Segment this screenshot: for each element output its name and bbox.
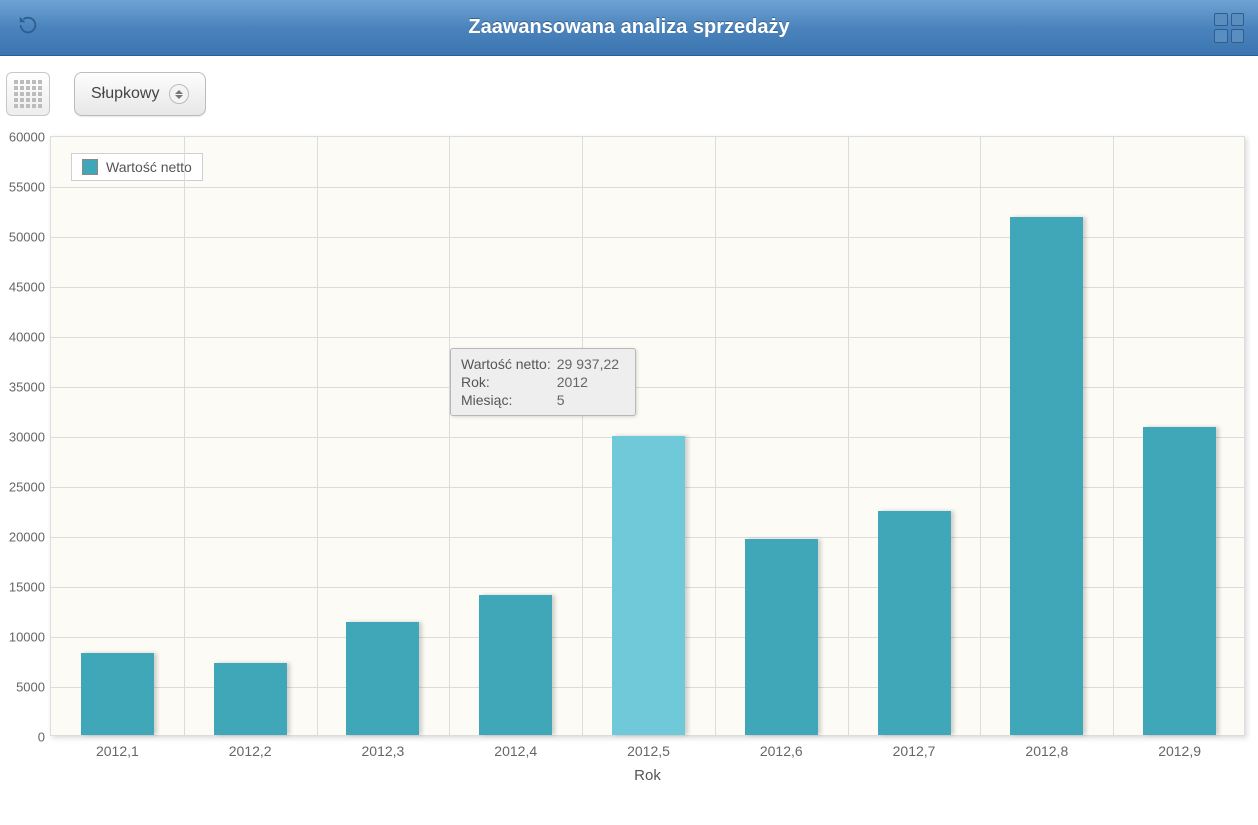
x-tick-label: 2012,3 [362,735,405,759]
y-tick-label: 45000 [9,280,51,295]
refresh-button[interactable] [14,14,42,42]
tooltip: Wartość netto:29 937,22Rok:2012Miesiąc:5 [450,348,636,416]
x-tick-label: 2012,9 [1158,735,1201,759]
bar[interactable] [479,595,552,735]
grid-line [184,137,185,735]
dashboard-tiles-button[interactable] [1214,13,1244,43]
tooltip-label: Miesiąc: [461,391,557,409]
grid-line [980,137,981,735]
tooltip-label: Rok: [461,373,557,391]
tooltip-value: 2012 [557,373,625,391]
bar[interactable] [81,653,154,735]
y-tick-label: 60000 [9,130,51,145]
bar[interactable] [878,511,951,735]
chevron-updown-icon [169,84,189,104]
y-tick-label: 15000 [9,580,51,595]
y-tick-label: 40000 [9,330,51,345]
grid-line [317,137,318,735]
plot-area[interactable]: Wartość netto Rok 0500010000150002000025… [50,136,1245,736]
grid-line [449,137,450,735]
grid-line [848,137,849,735]
y-tick-label: 5000 [16,680,51,695]
chart-container: Wartość netto Rok 0 5000 10000 15000 20000 25… [0,126,1258,806]
y-tick-label: 10000 [9,630,51,645]
x-tick-label: 2012,1 [96,735,139,759]
tooltip-value: 5 [557,391,625,409]
bar[interactable] [612,436,685,735]
app-header: Zaawansowana analiza sprzedaży [0,0,1258,56]
grid-line [1113,137,1114,735]
grid-line [51,187,1244,188]
x-tick-label: 2012,2 [229,735,272,759]
y-tick-label: 20000 [9,530,51,545]
xaxis-title: Rok [634,767,661,784]
table-view-button[interactable] [6,72,50,116]
y-tick-label: 30000 [9,430,51,445]
bar[interactable] [1010,217,1083,735]
tooltip-label: Wartość netto: [461,355,557,373]
x-tick-label: 2012,7 [893,735,936,759]
y-tick-label: 55000 [9,180,51,195]
page-title: Zaawansowana analiza sprzedaży [468,16,789,39]
grid-line [582,137,583,735]
y-tick-label: 0 [38,730,51,745]
y-tick-label: 35000 [9,380,51,395]
bar[interactable] [745,539,818,735]
x-tick-label: 2012,8 [1025,735,1068,759]
x-tick-label: 2012,5 [627,735,670,759]
bar[interactable] [1143,427,1216,735]
chart-type-dropdown[interactable]: Słupkowy [74,72,206,116]
y-tick-label: 50000 [9,230,51,245]
refresh-icon [17,14,39,41]
x-tick-label: 2012,6 [760,735,803,759]
tooltip-value: 29 937,22 [557,355,625,373]
chart-type-label: Słupkowy [91,85,159,103]
tiles-icon [1214,13,1228,27]
toolbar: Słupkowy [0,56,1258,126]
grid-line [715,137,716,735]
bar[interactable] [214,663,287,735]
table-icon [14,80,42,108]
legend-label: Wartość netto [106,159,192,175]
bar[interactable] [346,622,419,735]
x-tick-label: 2012,4 [494,735,537,759]
y-tick-label: 25000 [9,480,51,495]
legend-swatch [82,159,98,175]
